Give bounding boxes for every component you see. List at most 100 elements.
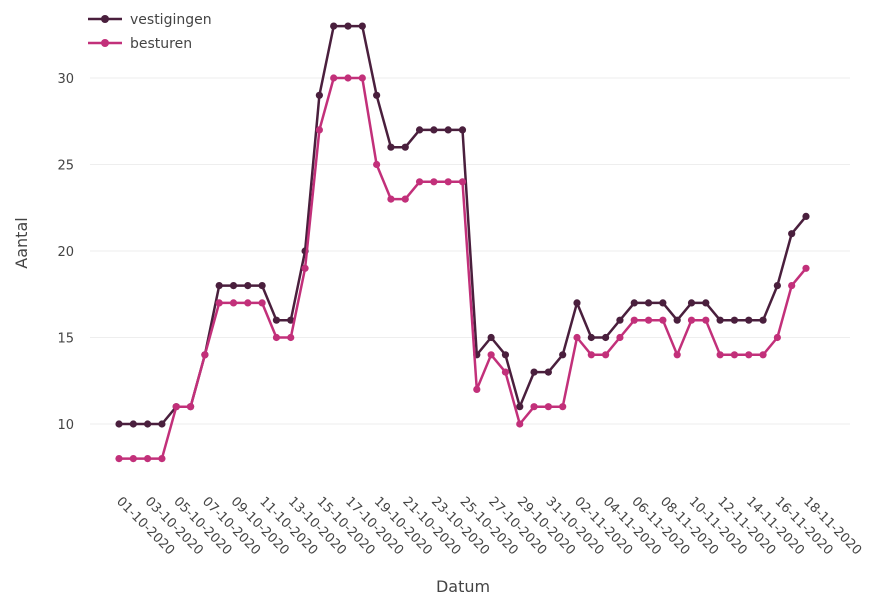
- data-point-vestigingen: [415, 126, 424, 134]
- data-point-besturen: [115, 455, 123, 463]
- data-point-vestigingen: [373, 91, 381, 99]
- data-point-besturen: [602, 351, 610, 359]
- data-point-besturen: [229, 299, 238, 307]
- data-point-vestigingen: [602, 333, 610, 342]
- data-point-besturen: [444, 178, 452, 186]
- data-point-vestigingen: [788, 230, 796, 238]
- data-point-vestigingen: [759, 316, 767, 324]
- data-point-vestigingen: [287, 316, 295, 324]
- data-point-vestigingen: [229, 282, 238, 290]
- x-axis-title: Datum: [436, 577, 490, 596]
- y-tick-label: 15: [57, 332, 74, 347]
- data-point-besturen: [186, 403, 195, 411]
- data-point-besturen: [201, 351, 209, 359]
- data-point-besturen: [730, 351, 739, 359]
- y-tick-label: 10: [57, 418, 74, 433]
- data-point-vestigingen: [659, 299, 667, 307]
- data-point-besturen: [415, 178, 424, 186]
- y-tick-labels: 10 15 20 25 30: [57, 72, 74, 433]
- data-point-vestigingen: [487, 333, 495, 342]
- legend-marker-vestigingen: [101, 15, 109, 23]
- data-point-vestigingen: [315, 91, 323, 99]
- data-point-besturen: [315, 126, 323, 134]
- data-point-vestigingen: [144, 420, 152, 428]
- data-point-besturen: [559, 403, 567, 411]
- data-point-besturen: [587, 351, 595, 359]
- data-point-vestigingen: [730, 316, 739, 324]
- data-point-vestigingen: [244, 282, 252, 290]
- data-point-besturen: [358, 74, 366, 82]
- data-point-besturen: [244, 299, 252, 307]
- data-point-vestigingen: [544, 368, 552, 376]
- data-point-besturen: [530, 403, 538, 411]
- legend-label-besturen: besturen: [130, 36, 192, 52]
- data-point-besturen: [644, 316, 653, 324]
- series-layer: [115, 22, 810, 463]
- data-point-besturen: [702, 316, 710, 324]
- data-point-besturen: [158, 455, 166, 463]
- data-point-vestigingen: [702, 299, 710, 307]
- data-point-besturen: [516, 420, 524, 428]
- data-point-besturen: [373, 160, 381, 169]
- y-tick-label: 20: [57, 245, 74, 260]
- data-point-vestigingen: [745, 316, 753, 324]
- data-point-vestigingen: [616, 316, 624, 324]
- data-point-besturen: [344, 74, 352, 82]
- y-axis-title: Aantal: [12, 217, 31, 268]
- data-point-besturen: [430, 178, 438, 186]
- data-point-vestigingen: [330, 22, 338, 30]
- y-tick-label: 30: [57, 72, 74, 87]
- data-point-besturen: [759, 351, 767, 359]
- data-point-besturen: [573, 333, 581, 342]
- data-point-vestigingen: [344, 22, 352, 30]
- data-point-vestigingen: [716, 316, 724, 324]
- data-point-besturen: [387, 195, 395, 203]
- y-tick-label: 25: [57, 159, 74, 174]
- x-tick-labels: 01-10-202003-10-202005-10-202007-10-2020…: [113, 494, 864, 558]
- data-point-vestigingen: [516, 403, 524, 411]
- data-point-vestigingen: [401, 143, 409, 151]
- data-point-besturen: [673, 351, 681, 359]
- data-point-vestigingen: [272, 316, 281, 324]
- data-point-vestigingen: [501, 351, 510, 359]
- data-point-vestigingen: [573, 299, 581, 307]
- data-point-vestigingen: [644, 299, 653, 307]
- data-point-besturen: [144, 455, 152, 463]
- legend-label-vestigingen: vestigingen: [130, 12, 212, 28]
- data-point-besturen: [172, 403, 180, 411]
- data-point-besturen: [788, 282, 796, 290]
- data-point-vestigingen: [630, 299, 638, 307]
- data-point-vestigingen: [458, 126, 467, 134]
- data-point-besturen: [630, 316, 638, 324]
- data-point-besturen: [129, 455, 137, 463]
- data-point-vestigingen: [158, 420, 166, 428]
- data-point-vestigingen: [115, 420, 123, 428]
- data-point-vestigingen: [258, 282, 266, 290]
- data-point-besturen: [272, 333, 281, 342]
- data-point-besturen: [716, 351, 724, 359]
- legend-item-vestigingen[interactable]: vestigingen: [88, 12, 212, 28]
- data-point-besturen: [773, 333, 781, 342]
- data-point-besturen: [687, 316, 696, 324]
- data-point-besturen: [287, 333, 295, 342]
- data-point-besturen: [215, 299, 223, 307]
- data-point-besturen: [745, 351, 753, 359]
- series-line-vestigingen: [119, 24, 807, 426]
- data-point-vestigingen: [773, 282, 781, 290]
- data-point-besturen: [802, 264, 810, 272]
- data-point-vestigingen: [530, 368, 538, 376]
- data-point-besturen: [616, 333, 624, 342]
- data-point-besturen: [458, 178, 467, 186]
- data-point-besturen: [473, 385, 481, 393]
- data-point-besturen: [544, 403, 552, 411]
- data-point-vestigingen: [215, 282, 223, 290]
- legend-item-besturen[interactable]: besturen: [88, 36, 192, 52]
- data-point-vestigingen: [358, 22, 366, 30]
- data-point-vestigingen: [387, 143, 395, 151]
- legend-marker-besturen: [101, 39, 109, 47]
- data-point-besturen: [330, 74, 338, 82]
- legend[interactable]: vestigingen besturen: [88, 12, 212, 52]
- data-point-besturen: [301, 264, 309, 272]
- data-point-vestigingen: [587, 333, 595, 342]
